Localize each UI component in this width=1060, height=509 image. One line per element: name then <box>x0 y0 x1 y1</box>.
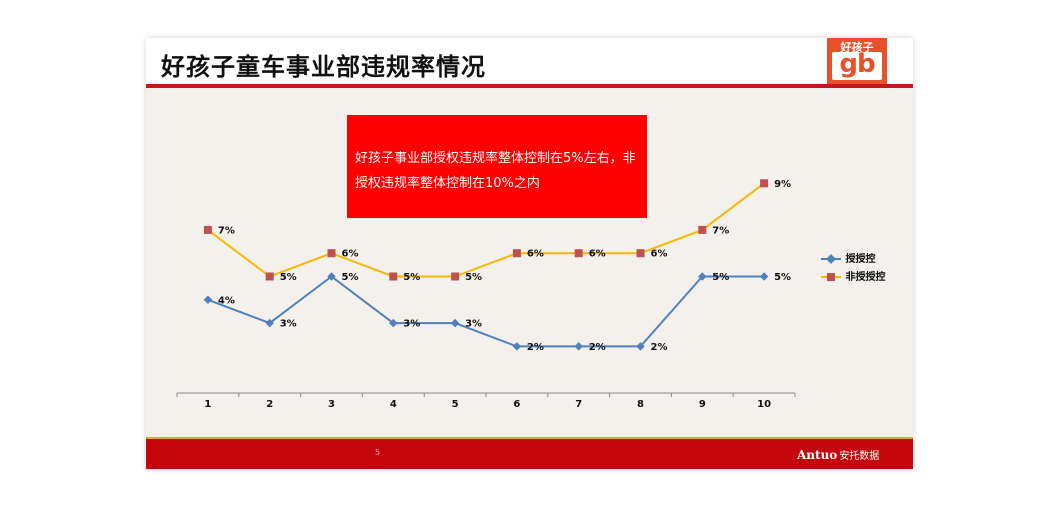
data-point-authorized <box>574 342 583 351</box>
footer-divider <box>146 437 913 439</box>
footer-brand: Antuo 安托数据 <box>797 447 879 462</box>
data-label-unauthorized: 6% <box>342 249 359 260</box>
legend-label-authorized: 授授控 <box>845 254 876 265</box>
brand-latin: Antuo <box>797 448 838 462</box>
x-tick-label: 2 <box>266 399 273 410</box>
series-line-unauthorized <box>207 182 765 278</box>
data-point-unauthorized <box>265 272 274 281</box>
data-label-unauthorized: 7% <box>712 225 729 236</box>
data-label-authorized: 5% <box>712 272 729 283</box>
x-tick-label: 5 <box>452 399 459 410</box>
data-label-unauthorized: 5% <box>403 272 420 283</box>
legend-swatch-unauthorized <box>821 273 841 281</box>
x-tick-label: 9 <box>699 399 706 410</box>
x-tick-label: 3 <box>328 399 335 410</box>
title-bar: 好孩子童车事业部违规率情况 <box>146 38 913 85</box>
data-point-authorized <box>636 342 645 351</box>
data-point-unauthorized <box>574 249 583 258</box>
legend-item-unauthorized: 非授授控 <box>820 268 885 283</box>
line-chart: 1 2 3 4 5 6 7 8 9 10 4% 3% 5% 3% 3% 2% 2% 2% 5% 5% 7% 5% 6% 5% 5… <box>176 179 796 410</box>
data-label-authorized: 5% <box>774 272 791 283</box>
series-line-authorized <box>207 275 765 348</box>
note-text: 好孩子事业部授权违规率整体控制在5%左右，非授权违规率整体控制在10%之内 <box>355 151 636 191</box>
data-point-unauthorized <box>203 225 212 234</box>
x-tick-label: 7 <box>575 399 582 410</box>
x-tick-label: 4 <box>390 399 397 410</box>
data-label-authorized: 2% <box>589 342 606 353</box>
data-label-authorized: 3% <box>465 319 482 330</box>
data-label-authorized: 3% <box>280 319 297 330</box>
data-point-authorized <box>327 272 336 281</box>
data-label-authorized: 2% <box>651 342 668 353</box>
data-label-unauthorized: 5% <box>280 272 297 283</box>
x-tick-label: 1 <box>204 399 211 410</box>
legend-swatch-authorized <box>821 254 841 264</box>
x-tick-label: 10 <box>757 399 771 410</box>
legend-item-authorized: 授授控 <box>820 250 875 265</box>
data-point-authorized <box>450 318 460 328</box>
data-point-unauthorized <box>451 272 460 281</box>
data-label-authorized: 2% <box>527 342 544 353</box>
data-label-authorized: 5% <box>342 272 359 283</box>
brand-chinese: 安托数据 <box>839 451 880 462</box>
slide: 好孩子童车事业部违规率情况 好孩子 gb 好孩子事业部授权违规率整体控制在5%左… <box>146 38 913 469</box>
data-label-unauthorized: 9% <box>774 179 791 190</box>
data-point-unauthorized <box>698 225 707 234</box>
title-underline <box>146 84 913 88</box>
data-label-unauthorized: 5% <box>465 272 482 283</box>
data-point-authorized <box>759 272 769 281</box>
data-label-unauthorized: 7% <box>218 225 235 236</box>
logo-mark-box: gb <box>832 49 882 80</box>
page-number: 5 <box>375 448 381 457</box>
x-tick-label: 8 <box>637 399 644 410</box>
data-label-authorized: 3% <box>403 319 420 330</box>
data-point-unauthorized <box>760 179 769 188</box>
data-point-authorized <box>512 342 522 351</box>
data-label-authorized: 4% <box>218 295 235 306</box>
data-point-unauthorized <box>389 272 398 281</box>
data-label-unauthorized: 6% <box>527 249 544 260</box>
data-point-authorized <box>389 318 398 328</box>
data-point-unauthorized <box>327 249 336 258</box>
legend-label-unauthorized: 非授授控 <box>845 272 886 283</box>
data-label-unauthorized: 6% <box>651 249 668 260</box>
brand-logo: 好孩子 gb <box>827 38 887 84</box>
data-point-unauthorized <box>636 249 645 258</box>
data-label-unauthorized: 6% <box>589 249 606 260</box>
page-title: 好孩子童车事业部违规率情况 <box>161 53 486 81</box>
logo-mark: gb <box>839 49 875 79</box>
data-point-authorized <box>203 295 213 305</box>
note-callout: 好孩子事业部授权违规率整体控制在5%左右，非授权违规率整体控制在10%之内 <box>347 115 647 218</box>
logo-text: 好孩子 <box>840 41 874 54</box>
x-tick-label: 6 <box>513 399 520 410</box>
data-point-authorized <box>265 318 274 328</box>
footer-bar: 5 Antuo 安托数据 <box>146 439 913 469</box>
data-point-unauthorized <box>512 249 521 258</box>
data-point-authorized <box>698 272 707 281</box>
